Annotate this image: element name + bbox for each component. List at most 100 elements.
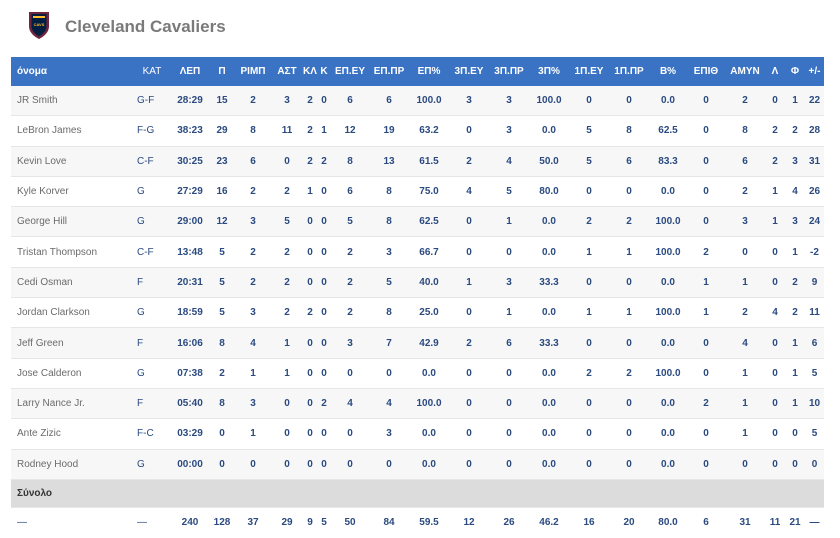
column-header[interactable]: όνομα: [11, 57, 133, 86]
stat-cell: 4: [449, 176, 489, 208]
stat-cell: 0: [489, 388, 529, 420]
stat-cell: 0: [609, 388, 649, 420]
stat-cell: 3: [449, 86, 489, 117]
column-header[interactable]: ΚΛ: [303, 57, 317, 86]
total-cell: 9: [303, 507, 317, 538]
column-header[interactable]: ΕΠ.ΠΡ: [369, 57, 409, 86]
column-header[interactable]: ΚΑΤ: [133, 57, 171, 86]
player-row: Cedi Osman F 20:31 5 2 2 0 0 2 5 40.0 1 3 33.3 0 0 0.0 1 1…: [11, 267, 824, 299]
stat-cell: 0: [569, 267, 609, 299]
column-header[interactable]: 1Π.ΠΡ: [609, 57, 649, 86]
stat-cell: 8: [369, 297, 409, 329]
player-name[interactable]: Kyle Korver: [11, 176, 133, 208]
stat-cell: 1: [303, 176, 317, 208]
column-header[interactable]: Φ: [785, 57, 805, 86]
stat-cell: 4: [765, 297, 785, 329]
total-cell: 84: [369, 507, 409, 538]
column-header[interactable]: +/-: [805, 57, 824, 86]
stat-cell: 0: [609, 86, 649, 117]
stat-cell: 0: [687, 176, 725, 208]
stat-cell: 18:59: [171, 297, 209, 329]
column-header[interactable]: Λ: [765, 57, 785, 86]
stat-cell: 1: [785, 236, 805, 268]
stat-cell: 0.0: [649, 388, 687, 420]
stat-cell: 0.0: [649, 86, 687, 117]
player-row: JR Smith G-F 28:29 15 2 3 2 0 6 6 100.0 3 3 100.0 0 0 0.…: [11, 86, 824, 117]
stat-cell: 16:06: [171, 327, 209, 359]
stat-cell: 0: [687, 206, 725, 238]
stat-cell: -2: [805, 236, 824, 268]
stat-cell: 0: [569, 388, 609, 420]
stat-cell: 1: [765, 206, 785, 238]
stat-cell: 28: [805, 115, 824, 147]
player-name[interactable]: Jordan Clarkson: [11, 297, 133, 329]
stat-cell: 0: [569, 327, 609, 359]
player-name[interactable]: Rodney Hood: [11, 449, 133, 480]
stat-cell: 0: [569, 86, 609, 117]
column-header[interactable]: Κ: [317, 57, 331, 86]
stat-cell: 0.0: [649, 176, 687, 208]
player-name[interactable]: George Hill: [11, 206, 133, 238]
player-name[interactable]: Kevin Love: [11, 146, 133, 177]
stat-cell: 3: [369, 418, 409, 450]
stat-cell: 0: [331, 418, 369, 450]
stat-cell: 0.0: [409, 358, 449, 389]
stat-cell: 5: [369, 267, 409, 299]
column-header[interactable]: 1Π.ΕΥ: [569, 57, 609, 86]
stat-cell: 5: [569, 115, 609, 147]
player-name[interactable]: Tristan Thompson: [11, 236, 133, 268]
stat-cell: 1: [785, 327, 805, 359]
stat-cell: 13: [369, 146, 409, 177]
column-header[interactable]: 3Π.ΕΥ: [449, 57, 489, 86]
stat-cell: 2: [331, 236, 369, 268]
total-cell: 21: [785, 507, 805, 538]
stat-cell: 0.0: [649, 327, 687, 359]
stat-cell: 0.0: [529, 358, 569, 389]
stat-cell: 0.0: [649, 267, 687, 299]
player-name[interactable]: Jeff Green: [11, 327, 133, 359]
stat-cell: 4: [369, 388, 409, 420]
team-header: CAVS Cleveland Cavaliers: [0, 0, 840, 56]
stat-cell: 0: [303, 236, 317, 268]
stat-cell: 1: [569, 236, 609, 268]
stat-cell: 0: [805, 449, 824, 480]
column-header[interactable]: ΛΕΠ: [171, 57, 209, 86]
stat-cell: 1: [687, 267, 725, 299]
player-name[interactable]: LeBron James: [11, 115, 133, 147]
total-cell: 128: [209, 507, 235, 538]
column-header[interactable]: Β%: [649, 57, 687, 86]
stat-cell: 0: [449, 206, 489, 238]
column-header[interactable]: ΑΜΥΝ: [725, 57, 765, 86]
stat-cell: 3: [489, 267, 529, 299]
player-name[interactable]: JR Smith: [11, 86, 133, 117]
stat-cell: 29:00: [171, 206, 209, 238]
stat-cell: 1: [489, 297, 529, 329]
column-header[interactable]: 3Π.ΠΡ: [489, 57, 529, 86]
stat-cell: 8: [235, 115, 271, 147]
stat-cell: 2: [725, 86, 765, 117]
totals-label-row: Σύνολο: [11, 479, 824, 508]
stat-cell: 6: [725, 146, 765, 177]
player-name[interactable]: Ante Zizic: [11, 418, 133, 450]
stat-cell: 0.0: [529, 206, 569, 238]
stat-cell: 0: [687, 449, 725, 480]
column-header[interactable]: 3Π%: [529, 57, 569, 86]
total-cell: 6: [687, 507, 725, 538]
column-header[interactable]: ΡΙΜΠ: [235, 57, 271, 86]
player-name[interactable]: Jose Calderon: [11, 358, 133, 389]
column-header[interactable]: ΕΠ%: [409, 57, 449, 86]
player-name[interactable]: Larry Nance Jr.: [11, 388, 133, 420]
cavaliers-logo-icon: CAVS: [29, 12, 49, 39]
stat-cell: 0: [687, 86, 725, 117]
column-header[interactable]: ΕΠΙΘ: [687, 57, 725, 86]
player-name[interactable]: Cedi Osman: [11, 267, 133, 299]
stat-cell: 0.0: [529, 418, 569, 450]
stat-cell: 2: [609, 358, 649, 389]
stat-cell: 23: [209, 146, 235, 177]
column-header[interactable]: ΑΣΤ: [271, 57, 303, 86]
column-header[interactable]: ΕΠ.ΕΥ: [331, 57, 369, 86]
column-header[interactable]: Π: [209, 57, 235, 86]
stat-cell: 0: [331, 358, 369, 389]
stat-cell: 0: [235, 449, 271, 480]
stat-cell: 29: [209, 115, 235, 147]
